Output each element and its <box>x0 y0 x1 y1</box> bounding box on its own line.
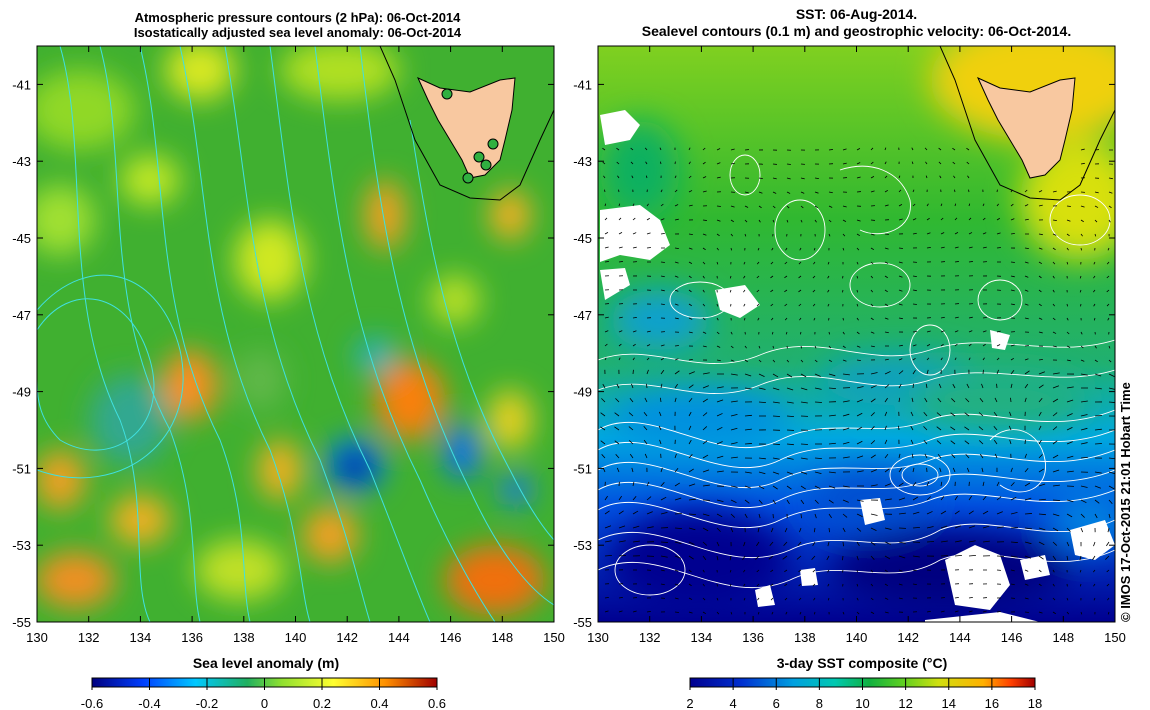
station-marker <box>480 159 492 171</box>
left-lon-tick-label: 138 <box>233 630 255 645</box>
sla-colorbar-tick-label: 0.2 <box>313 696 331 710</box>
sla-field <box>37 46 554 622</box>
sla-colorbar-tick-label: -0.6 <box>81 696 103 710</box>
left-lon-tick-label: 132 <box>78 630 100 645</box>
credit-text: © IMOS 17-Oct-2015 21:01 Hobart Time <box>1118 382 1133 622</box>
left-lon-tick-label: 136 <box>181 630 203 645</box>
left-lon-tick-label: 144 <box>388 630 410 645</box>
left-title-line1: Atmospheric pressure contours (2 hPa): 0… <box>134 10 461 25</box>
left-lon-tick-label: 134 <box>130 630 152 645</box>
sla-colorbar-ticks: -0.6 -0.4 -0.2 0 0.2 0.4 0.6 <box>81 678 446 710</box>
left-lon-tick-label: 150 <box>543 630 565 645</box>
left-lat-tick-label: -55 <box>12 615 31 630</box>
left-axes: 130 132 134 136 138 140 142 144 146 148 150 -41 -43 -… <box>12 46 565 645</box>
left-lat-tick-label: -53 <box>12 538 31 553</box>
left-title-line2: Isostatically adjusted sea level anomaly… <box>133 25 462 40</box>
sla-colorbar-tick-label: -0.4 <box>138 696 160 710</box>
left-lon-tick-label: 146 <box>440 630 462 645</box>
left-panel-title: Atmospheric pressure contours (2 hPa): 0… <box>40 10 555 40</box>
station-marker <box>473 151 485 163</box>
tasmania-land <box>416 76 516 179</box>
station-marker <box>462 172 474 184</box>
sla-colorbar-label: Sea level anomaly (m) <box>193 655 339 671</box>
right-title-line1: SST: 06-Aug-2014. <box>795 6 918 22</box>
left-lat-tick-label: -49 <box>12 385 31 400</box>
sla-colorbar-tick-label: 0.6 <box>428 696 446 710</box>
station-marker <box>441 88 453 100</box>
left-lat-tick-label: -43 <box>12 154 31 169</box>
pressure-contours <box>37 46 554 622</box>
station-marker <box>487 138 499 150</box>
left-lon-tick-label: 142 <box>336 630 358 645</box>
left-lon-tick-label: 130 <box>26 630 48 645</box>
right-panel-title: SST: 06-Aug-2014. Sealevel contours (0.1… <box>598 6 1115 40</box>
sla-colorbar-tick-label: 0 <box>261 696 268 710</box>
left-lon-tick-label: 140 <box>285 630 307 645</box>
right-title-line2: Sealevel contours (0.1 m) and geostrophi… <box>641 23 1072 39</box>
sla-colorbar-tick-label: -0.2 <box>196 696 218 710</box>
left-lat-tick-label: -51 <box>12 461 31 476</box>
sla-colorbar-tick-label: 0.4 <box>370 696 388 710</box>
left-lat-tick-label: -47 <box>12 308 31 323</box>
left-lon-tick-label: 148 <box>491 630 513 645</box>
left-lat-tick-label: -41 <box>12 77 31 92</box>
left-lat-tick-label: -45 <box>12 231 31 246</box>
